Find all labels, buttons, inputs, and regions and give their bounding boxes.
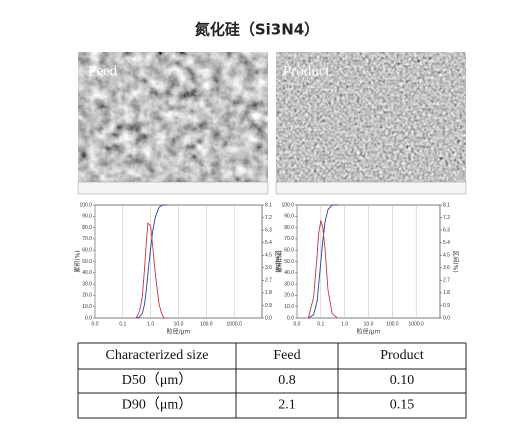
table-cell: 0.10 bbox=[390, 373, 415, 388]
table-header: Product bbox=[380, 348, 424, 363]
x-tick-label: 1000.0 bbox=[409, 321, 425, 327]
series-line bbox=[135, 222, 168, 319]
y2-tick-label: 2.7 bbox=[265, 278, 272, 284]
figure-title: 氮化硅（Si3N4） bbox=[195, 21, 319, 39]
y2-axis-title: 区间(%) bbox=[452, 250, 460, 272]
y2-tick-label: 0.9 bbox=[443, 303, 450, 309]
x-tick-label: 100.0 bbox=[200, 321, 213, 327]
y-tick-label: 40.0 bbox=[82, 270, 92, 276]
y-tick-label: 50.0 bbox=[284, 259, 294, 265]
y2-tick-label: 8.1 bbox=[443, 202, 450, 208]
y2-tick-label: 0.0 bbox=[265, 315, 272, 321]
table bbox=[77, 342, 467, 419]
y2-tick-label: 6.3 bbox=[265, 227, 272, 233]
y-tick-label: 100.0 bbox=[79, 202, 92, 208]
y2-tick-label: 8.1 bbox=[265, 202, 272, 208]
x-tick-label: 0.0 bbox=[92, 321, 99, 327]
y2-tick-label: 1.8 bbox=[265, 290, 272, 296]
sem-image bbox=[78, 52, 268, 182]
y2-tick-label: 7.2 bbox=[443, 215, 450, 221]
y-tick-label: 60.0 bbox=[284, 248, 294, 254]
sem-info-bar bbox=[275, 181, 467, 195]
sem-info-bar bbox=[77, 181, 269, 195]
y2-tick-label: 0.0 bbox=[443, 315, 450, 321]
y-tick-label: 20.0 bbox=[82, 293, 92, 299]
y2-tick-label: 6.3 bbox=[443, 227, 450, 233]
sem-image bbox=[276, 52, 466, 182]
y-tick-label: 30.0 bbox=[284, 281, 294, 287]
y-tick-label: 40.0 bbox=[284, 270, 294, 276]
series-line bbox=[135, 204, 168, 319]
table-header: Characterized size bbox=[106, 348, 209, 363]
image-label: Feed bbox=[88, 63, 118, 79]
y-tick-label: 70.0 bbox=[284, 236, 294, 242]
y-tick-label: 90.0 bbox=[284, 214, 294, 220]
x-tick-label: 10.0 bbox=[364, 321, 374, 327]
x-tick-label: 10.0 bbox=[174, 321, 184, 327]
x-axis-title: 粒径/μm bbox=[357, 328, 381, 336]
y-tick-label: 70.0 bbox=[82, 236, 92, 242]
y-tick-label: 60.0 bbox=[82, 248, 92, 254]
x-tick-label: 1.0 bbox=[341, 321, 348, 327]
y-tick-label: 50.0 bbox=[82, 259, 92, 265]
x-tick-label: 1.0 bbox=[147, 321, 154, 327]
y-tick-label: 100.0 bbox=[281, 202, 294, 208]
table-header: Feed bbox=[273, 348, 300, 363]
y-tick-label: 20.0 bbox=[284, 293, 294, 299]
y2-tick-label: 5.4 bbox=[443, 240, 450, 246]
y2-tick-label: 1.8 bbox=[443, 290, 450, 296]
y-tick-label: 80.0 bbox=[82, 225, 92, 231]
table-cell: D50（μm） bbox=[122, 372, 193, 388]
y-tick-label: 80.0 bbox=[284, 225, 294, 231]
table-cell: 2.1 bbox=[278, 398, 296, 413]
y2-tick-label: 0.9 bbox=[265, 303, 272, 309]
y2-tick-label: 5.4 bbox=[265, 240, 272, 246]
series-line bbox=[307, 220, 338, 319]
x-tick-label: 100.0 bbox=[386, 321, 399, 327]
y2-tick-label: 3.6 bbox=[443, 265, 450, 271]
y-tick-label: 10.0 bbox=[82, 304, 92, 310]
x-tick-label: 0.0 bbox=[294, 321, 301, 327]
y2-axis-title: 区间(%) bbox=[274, 250, 282, 272]
y-tick-label: 0.0 bbox=[85, 315, 92, 321]
image-label: Product bbox=[283, 63, 330, 79]
y2-tick-label: 2.7 bbox=[443, 278, 450, 284]
x-tick-label: 1000.0 bbox=[227, 321, 243, 327]
y-axis-title: 累积(%) bbox=[74, 250, 82, 272]
y-tick-label: 10.0 bbox=[284, 304, 294, 310]
table-cell: D90（μm） bbox=[122, 397, 193, 413]
table-cell: 0.8 bbox=[278, 373, 296, 388]
y-tick-label: 90.0 bbox=[82, 214, 92, 220]
y-tick-label: 0.0 bbox=[287, 315, 294, 321]
y2-tick-label: 3.6 bbox=[265, 265, 272, 271]
y2-tick-label: 4.5 bbox=[443, 253, 450, 259]
y-axis-title: 累积(%) bbox=[276, 250, 284, 272]
x-tick-label: 0.1 bbox=[317, 321, 324, 327]
x-axis-title: 粒径/μm bbox=[167, 328, 191, 336]
y-tick-label: 30.0 bbox=[82, 281, 92, 287]
y2-tick-label: 4.5 bbox=[265, 253, 272, 259]
x-tick-label: 0.1 bbox=[119, 321, 126, 327]
series-line bbox=[308, 204, 338, 319]
table-cell: 0.15 bbox=[390, 398, 415, 413]
y2-tick-label: 7.2 bbox=[265, 215, 272, 221]
